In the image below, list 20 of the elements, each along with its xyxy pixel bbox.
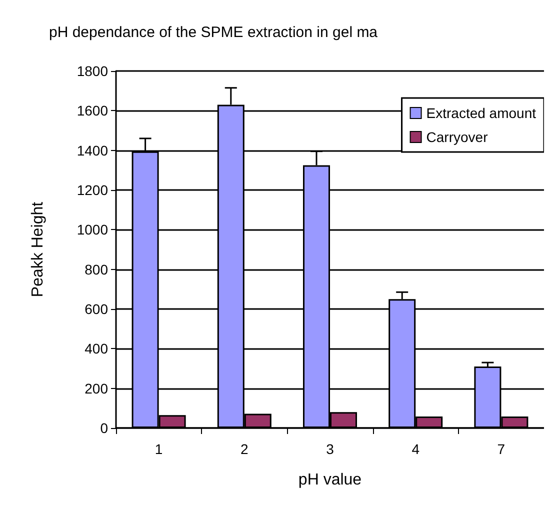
x-tick-label: 7 [497, 441, 506, 457]
y-tick-label: 1400 [76, 142, 108, 158]
legend-label: Extracted amount [426, 105, 536, 121]
x-axis-title: pH value [298, 472, 362, 488]
y-tick-label: 200 [84, 380, 108, 396]
x-tick-label: 1 [154, 441, 163, 457]
y-tick-label: 1600 [76, 102, 108, 119]
x-tick-label: 4 [412, 441, 420, 457]
y-tick-label: 400 [84, 340, 108, 357]
legend-label: Carryover [426, 129, 488, 145]
y-tick-label: 1000 [76, 222, 108, 238]
y-tick-label: 800 [84, 261, 108, 278]
y-tick-label: 600 [84, 301, 108, 317]
chart-title: pH dependance of the SPME extraction in gel ma [49, 24, 378, 41]
y-tick-label: 1200 [76, 182, 108, 198]
x-tick-label: 3 [326, 441, 334, 457]
y-tick-label: 0 [100, 420, 108, 436]
y-axis-title: Peakk Height [30, 201, 46, 298]
x-tick-label: 2 [240, 441, 248, 457]
y-tick-label: 1800 [76, 63, 108, 79]
